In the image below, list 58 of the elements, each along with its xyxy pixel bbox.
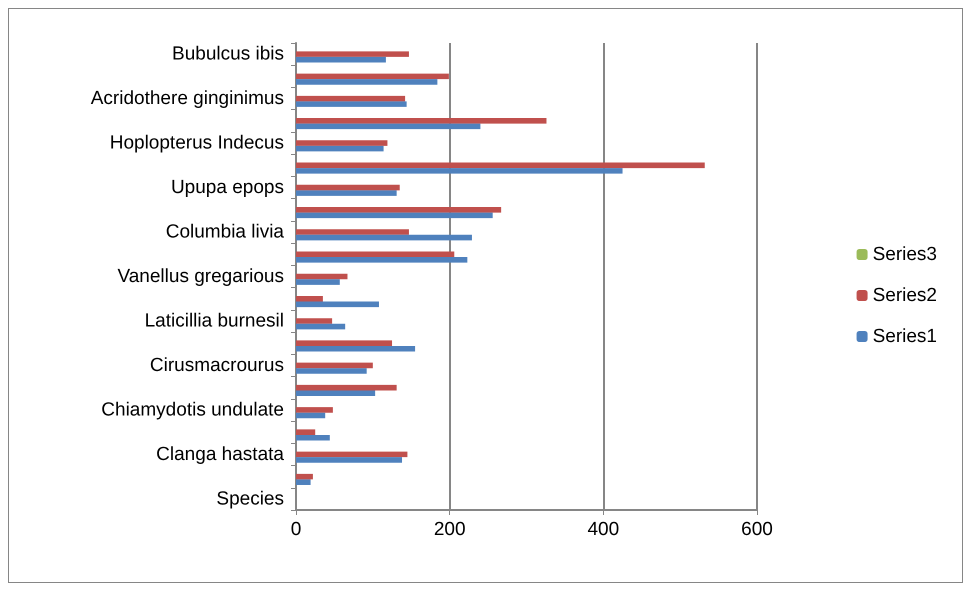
bar (296, 146, 384, 152)
y-tick-label: Bubulcus ibis (172, 44, 284, 65)
y-tick-label: Vanellus gregarious (117, 266, 284, 287)
bar (296, 168, 623, 174)
bar (296, 434, 330, 441)
bar (296, 140, 388, 146)
bar (296, 318, 332, 324)
bar (296, 101, 407, 107)
bar (296, 296, 323, 302)
bar (296, 457, 402, 463)
bar (296, 51, 409, 57)
bar (296, 162, 705, 168)
bar (296, 190, 397, 196)
bar (296, 474, 313, 480)
bar (296, 251, 454, 258)
bar (296, 407, 333, 413)
bar (296, 479, 311, 485)
bar (296, 79, 438, 85)
bar (296, 274, 348, 280)
legend-label: Series3 (872, 244, 937, 265)
bar (296, 368, 367, 374)
x-tick-label: 400 (587, 519, 620, 540)
y-tick-label: Upupa epops (170, 177, 284, 198)
bar (296, 279, 340, 285)
bar (296, 302, 379, 308)
bar (296, 207, 502, 213)
y-tick-label: Laticillia burnesil (144, 310, 284, 332)
bar (296, 452, 408, 458)
bar (296, 184, 400, 190)
bar (296, 118, 546, 124)
bar (296, 234, 472, 240)
bar (296, 362, 373, 368)
bar (296, 96, 406, 102)
y-tick-label: Species (216, 488, 284, 510)
x-tick-label: 600 (741, 519, 773, 540)
bar (296, 324, 346, 330)
bar (296, 56, 386, 62)
bar (296, 229, 409, 235)
legend-label: Series1 (872, 326, 937, 347)
y-tick-label: Hoplopterus Indecus (110, 132, 284, 154)
y-tick-label: Clanga hastata (156, 444, 284, 465)
bar (296, 340, 392, 346)
bar (296, 124, 480, 130)
x-tick-label: 0 (290, 519, 302, 540)
x-tick-label: 200 (434, 519, 466, 540)
bar (296, 257, 468, 263)
bar (296, 212, 493, 218)
legend-label: Series2 (872, 285, 937, 306)
y-tick-label: Columbia livia (166, 222, 284, 243)
bar (296, 74, 449, 80)
y-tick-label: Cirusmacrourus (150, 354, 284, 376)
bar (296, 346, 416, 352)
bar (296, 390, 376, 396)
y-tick-label: Chiamydotis undulate (101, 399, 284, 420)
y-tick-label: Acridothere ginginimus (90, 88, 284, 110)
bar (296, 429, 316, 435)
bar (296, 384, 397, 390)
bar (296, 412, 326, 418)
